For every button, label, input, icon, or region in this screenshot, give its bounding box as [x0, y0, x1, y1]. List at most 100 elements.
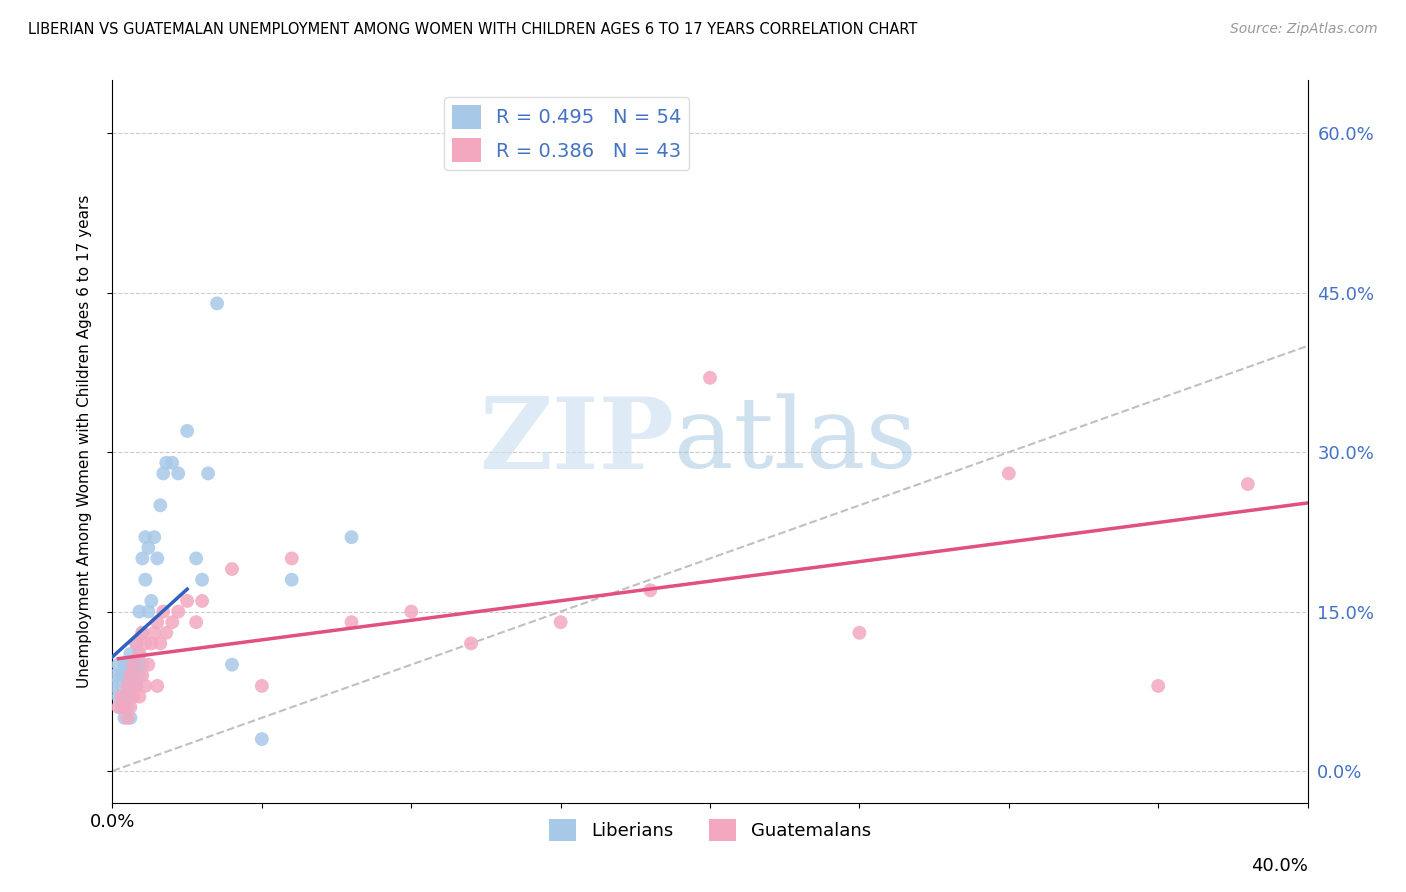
Point	[117, 657, 139, 672]
Point	[138, 657, 160, 672]
Point	[221, 657, 243, 672]
Point	[146, 551, 169, 566]
Point	[131, 625, 153, 640]
Point	[250, 679, 273, 693]
Point	[125, 679, 148, 693]
Point	[114, 690, 135, 704]
Point	[848, 625, 870, 640]
Point	[699, 371, 721, 385]
Point	[146, 679, 169, 693]
Point	[186, 551, 208, 566]
Point	[143, 625, 166, 640]
Point	[134, 679, 156, 693]
Point	[104, 668, 127, 682]
Point	[122, 668, 145, 682]
Point	[550, 615, 572, 630]
Text: LIBERIAN VS GUATEMALAN UNEMPLOYMENT AMONG WOMEN WITH CHILDREN AGES 6 TO 17 YEARS: LIBERIAN VS GUATEMALAN UNEMPLOYMENT AMON…	[28, 22, 918, 37]
Point	[117, 679, 139, 693]
Text: Source: ZipAtlas.com: Source: ZipAtlas.com	[1230, 22, 1378, 37]
Point	[134, 636, 156, 650]
Point	[162, 456, 183, 470]
Point	[1147, 679, 1170, 693]
Point	[131, 551, 153, 566]
Point	[340, 615, 363, 630]
Point	[131, 625, 153, 640]
Point	[998, 467, 1021, 481]
Point	[143, 530, 166, 544]
Point	[146, 615, 169, 630]
Point	[128, 647, 150, 661]
Point	[155, 625, 177, 640]
Point	[1237, 477, 1260, 491]
Point	[152, 467, 174, 481]
Point	[120, 647, 142, 661]
Point	[110, 679, 132, 693]
Point	[281, 573, 304, 587]
Point	[114, 668, 135, 682]
Point	[122, 679, 145, 693]
Point	[167, 467, 190, 481]
Point	[117, 711, 139, 725]
Point	[149, 498, 172, 512]
Point	[141, 636, 163, 650]
Point	[186, 615, 208, 630]
Text: ZIP: ZIP	[479, 393, 675, 490]
Point	[250, 732, 273, 747]
Point	[128, 668, 150, 682]
Point	[640, 583, 662, 598]
Point	[114, 657, 135, 672]
Point	[120, 679, 142, 693]
Point	[197, 467, 219, 481]
Point	[120, 668, 142, 682]
Point	[120, 690, 142, 704]
Point	[110, 668, 132, 682]
Point	[131, 668, 153, 682]
Point	[117, 700, 139, 714]
Point	[117, 679, 139, 693]
Point	[460, 636, 482, 650]
Point	[134, 530, 156, 544]
Point	[134, 573, 156, 587]
Point	[125, 636, 148, 650]
Point	[152, 605, 174, 619]
Point	[191, 573, 214, 587]
Point	[110, 700, 132, 714]
Point	[191, 594, 214, 608]
Point	[281, 551, 304, 566]
Point	[128, 605, 150, 619]
Point	[122, 690, 145, 704]
Point	[110, 690, 132, 704]
Point	[107, 700, 129, 714]
Point	[122, 690, 145, 704]
Point	[122, 657, 145, 672]
Text: atlas: atlas	[675, 393, 917, 490]
Point	[128, 647, 150, 661]
Point	[149, 636, 172, 650]
Point	[125, 679, 148, 693]
Point	[155, 456, 177, 470]
Point	[114, 711, 135, 725]
Point	[162, 615, 183, 630]
Point	[176, 594, 198, 608]
Point	[120, 668, 142, 682]
Legend: Liberians, Guatemalans: Liberians, Guatemalans	[543, 812, 877, 848]
Point	[138, 541, 160, 555]
Point	[141, 594, 163, 608]
Point	[176, 424, 198, 438]
Point	[340, 530, 363, 544]
Point	[120, 711, 142, 725]
Point	[120, 700, 142, 714]
Point	[205, 296, 228, 310]
Text: 40.0%: 40.0%	[1251, 857, 1308, 875]
Point	[128, 690, 150, 704]
Point	[125, 657, 148, 672]
Point	[122, 657, 145, 672]
Point	[114, 700, 135, 714]
Point	[107, 657, 129, 672]
Point	[167, 605, 190, 619]
Point	[101, 679, 124, 693]
Point	[131, 657, 153, 672]
Y-axis label: Unemployment Among Women with Children Ages 6 to 17 years: Unemployment Among Women with Children A…	[77, 194, 91, 689]
Point	[125, 636, 148, 650]
Point	[138, 605, 160, 619]
